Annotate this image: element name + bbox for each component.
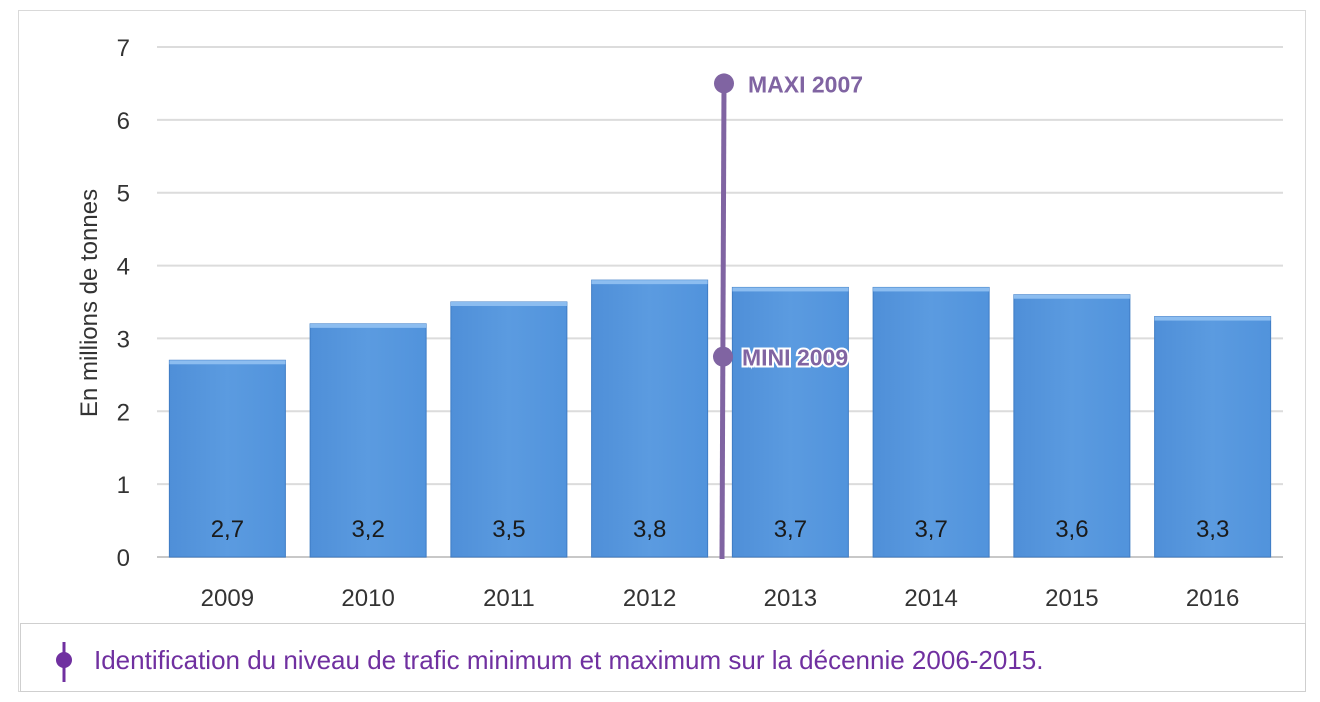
value-labels: 2,7 3,2 3,5 3,8 3,7 3,7 3,6 3,3 [211,516,1230,543]
range-marker: MAXI 2007 MINI 2009 [713,71,863,560]
value-label: 2,7 [211,516,244,543]
max-label: MAXI 2007 [748,71,863,97]
bar-chart: 0 1 2 3 4 5 6 7 2009 2010 2011 2012 2013 2014 2015 201… [76,35,1283,612]
bar-2011 [450,301,568,558]
range-line [719,83,727,560]
bar-2015 [1013,294,1131,558]
value-label: 3,7 [774,516,807,543]
x-tick-label: 2014 [904,585,957,612]
bar-2012 [591,279,709,558]
value-label: 3,8 [633,516,666,543]
legend-text: Identification du niveau de trafic minim… [94,645,1044,675]
value-label: 3,3 [1196,516,1229,543]
x-tick-label: 2012 [623,585,676,612]
bars [168,279,1272,558]
y-axis-label: En millions de tonnes [76,189,103,417]
y-tick-label: 3 [117,326,130,353]
bar-2014 [872,286,990,558]
bar-2009 [168,359,286,558]
legend-box [20,623,1306,692]
range-marker-icon [56,642,72,682]
y-tick-label: 2 [117,399,130,426]
bar-2013 [731,286,849,558]
x-tick-label: 2011 [483,585,535,612]
bar-2010 [309,323,427,558]
x-tick-label: 2010 [341,585,394,612]
x-tick-label: 2016 [1186,585,1239,612]
value-label: 3,7 [914,516,947,543]
min-label: MINI 2009 [742,345,848,371]
y-tick-label: 0 [117,545,130,572]
bar-top-highlight [591,280,708,285]
min-point [713,346,733,367]
bar-top-highlight [732,287,849,292]
bar-2016 [1154,316,1272,558]
y-axis-ticks: 0 1 2 3 4 5 6 7 [117,35,130,572]
value-label: 3,2 [351,516,384,543]
bar-top-highlight [450,302,567,306]
max-point [714,73,734,94]
x-tick-label: 2015 [1045,585,1098,612]
y-tick-label: 5 [117,181,130,208]
x-tick-label: 2013 [764,585,817,612]
x-axis-ticks: 2009 2010 2011 2012 2013 2014 2015 2016 [201,585,1240,612]
bar-top-highlight [169,360,286,365]
value-label: 3,6 [1055,516,1088,543]
y-tick-label: 7 [117,35,130,62]
y-tick-label: 4 [117,254,130,281]
bar-top-highlight [1154,316,1271,321]
y-tick-label: 1 [117,472,130,499]
bar-top-highlight [873,287,990,292]
bar-top-highlight [1013,294,1130,299]
bar-top-highlight [310,323,427,328]
value-label: 3,5 [492,516,525,543]
y-tick-label: 6 [117,108,130,135]
x-tick-label: 2009 [201,585,254,612]
